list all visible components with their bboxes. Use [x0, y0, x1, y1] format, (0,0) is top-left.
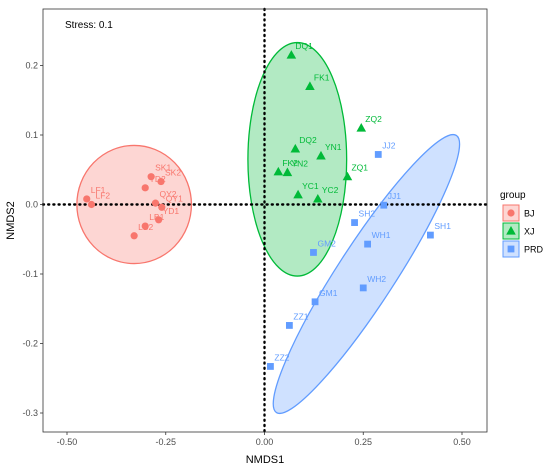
data-point-wh1 — [364, 240, 371, 248]
data-point-dq2 — [290, 143, 301, 153]
point-label-zq1: ZQ1 — [351, 163, 368, 173]
data-point-zz1 — [285, 322, 293, 329]
point-label-jj2: JJ2 — [382, 140, 396, 150]
point-label-fk1: FK1 — [314, 72, 330, 82]
point-label-qy2: QY2 — [159, 189, 176, 199]
data-point-wh2 — [359, 284, 367, 292]
legend-label-prd: PRD — [524, 245, 544, 255]
point-label-sh1: SH1 — [434, 221, 451, 231]
data-point-zz2 — [267, 363, 274, 370]
data-point-yn2 — [282, 167, 293, 177]
y-tick-label: -0.2 — [22, 339, 38, 349]
x-tick-label: 0.00 — [256, 437, 274, 447]
data-point-yc1 — [293, 189, 303, 199]
point-label-jj1: JJ1 — [388, 191, 402, 201]
stress-annotation: Stress: 0.1 — [65, 20, 113, 31]
data-point-sh1 — [427, 231, 434, 239]
y-tick-label: 0.0 — [25, 200, 38, 210]
data-point-jj1 — [380, 201, 388, 209]
point-label-lb2: LB2 — [138, 222, 153, 232]
point-label-qy1: QY1 — [166, 193, 183, 203]
point-label-dq1: DQ1 — [295, 41, 313, 51]
point-label-lb1: LB1 — [149, 212, 164, 222]
point-label-yc1: YC1 — [302, 181, 319, 191]
data-point-sk2 — [157, 177, 165, 186]
point-label-sk1: SK1 — [155, 163, 171, 173]
point-label-dq2: DQ2 — [299, 135, 317, 145]
data-point-sh2 — [351, 219, 358, 226]
point-label-lf1: LF1 — [91, 185, 106, 195]
data-point-zq2 — [356, 123, 367, 132]
legend-title: group — [500, 190, 526, 201]
data-point-yd1 — [155, 216, 163, 224]
point-label-yc2: YC2 — [322, 185, 339, 195]
y-tick-label: 0.1 — [25, 130, 38, 140]
point-label-zz2: ZZ2 — [274, 352, 289, 362]
point-label-gm1: GM1 — [319, 288, 338, 298]
point-label-fk2: FK2 — [282, 158, 298, 168]
axes-layer: -0.50 -0.25 0.00 0.25 0.50 -0.3 -0.2 -0.1 0.0 0.1… — [22, 61, 470, 448]
x-tick-label: 0.25 — [354, 437, 372, 447]
plot-panel-border — [42, 8, 488, 433]
ellipse-xj — [247, 41, 348, 277]
point-label-yd1: YD1 — [163, 206, 180, 216]
point-label-lf2: LF2 — [95, 191, 110, 201]
data-point-zq1 — [342, 171, 353, 181]
ellipse-bj — [76, 144, 193, 265]
data-point-dq1 — [286, 50, 297, 59]
data-point-gm2 — [310, 249, 317, 256]
points-layer — [83, 50, 434, 370]
x-axis-title: NMDS1 — [246, 454, 285, 466]
point-label-yd2: YD2 — [149, 174, 166, 184]
y-tick-label: 0.2 — [25, 61, 38, 71]
data-point-gm1 — [311, 298, 319, 306]
x-tick-label: -0.50 — [57, 437, 78, 447]
y-tick-label: -0.1 — [22, 269, 38, 279]
point-label-yn1: YN1 — [325, 142, 342, 152]
data-point-yc2 — [313, 193, 323, 203]
legend-label-xj: XJ — [524, 227, 535, 237]
reference-lines — [41, 7, 489, 434]
y-tick-label: -0.3 — [22, 408, 38, 418]
data-point-yn1 — [316, 150, 326, 160]
legend-marker-prd — [507, 245, 515, 253]
data-point-fk2 — [273, 166, 284, 176]
point-label-sh2: SH2 — [359, 209, 376, 219]
data-point-lf1 — [83, 195, 91, 203]
data-point-yd2 — [141, 184, 149, 192]
y-axis-title: NMDS2 — [5, 201, 17, 240]
point-label-gm2: GM2 — [317, 238, 336, 248]
point-label-wh2: WH2 — [367, 274, 386, 284]
point-label-wh1: WH1 — [372, 230, 391, 240]
x-tick-label: -0.25 — [155, 437, 176, 447]
legend-marker-xj — [506, 226, 516, 235]
data-point-lf2 — [87, 200, 96, 209]
point-label-yn2: YN2 — [291, 159, 308, 169]
legend-label-bj: BJ — [524, 209, 535, 219]
data-point-qy1 — [158, 203, 166, 211]
legend-marker-bj — [507, 209, 515, 217]
data-point-lb1 — [141, 222, 149, 230]
data-point-sk1 — [147, 173, 155, 181]
legend: group BJ XJ PRD — [500, 190, 544, 258]
point-label-zq2: ZQ2 — [365, 114, 382, 124]
data-point-jj2 — [374, 151, 382, 158]
data-point-qy2 — [151, 199, 160, 207]
point-label-sk2: SK2 — [165, 168, 181, 178]
data-point-lb2 — [130, 232, 138, 240]
data-point-fk1 — [305, 81, 315, 90]
x-tick-label: 0.50 — [453, 437, 471, 447]
point-label-zz1: ZZ1 — [293, 311, 308, 321]
